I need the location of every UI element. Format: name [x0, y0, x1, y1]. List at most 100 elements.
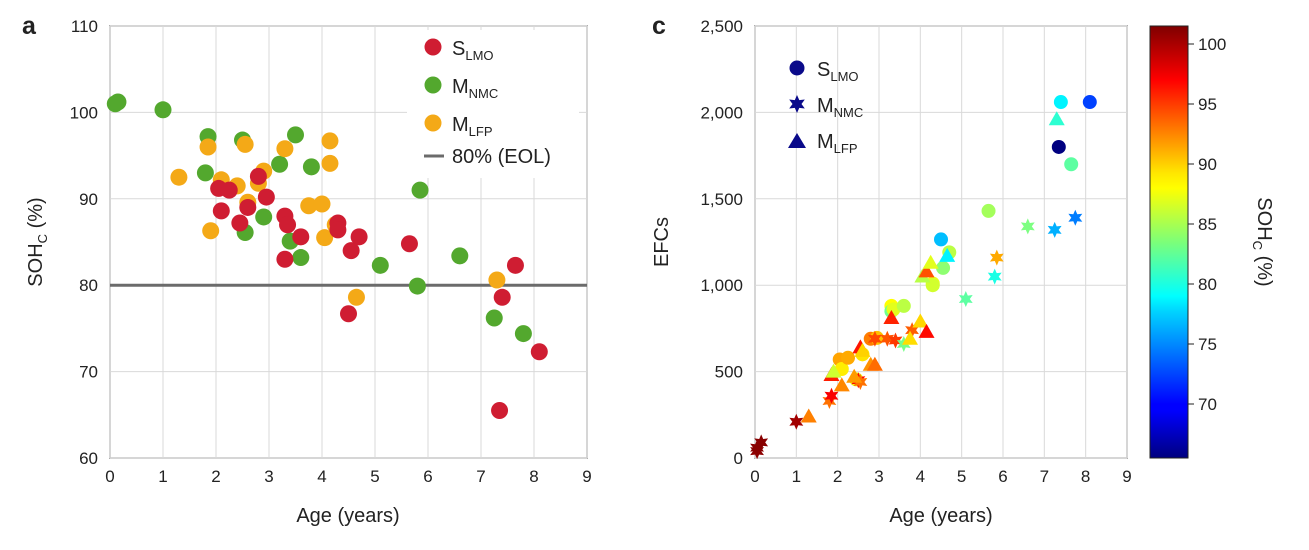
- data-point-slmo: [329, 221, 347, 239]
- colorbar-tick-label: 100: [1198, 35, 1226, 54]
- data-point-mnmc: [287, 126, 304, 144]
- x-tick-label: 5: [370, 467, 379, 486]
- panel-a-y-ticks: 60 70 80 90 100 110: [70, 17, 98, 468]
- panel-a-y-axis-label-sub: C: [35, 234, 50, 243]
- legend-label-slmo: SLMO: [452, 38, 494, 63]
- data-point-mnmc: [154, 101, 172, 119]
- panel-a-y-axis-label-main: SOH: [25, 243, 47, 286]
- panel-a-legend: SLMO MNMC MLFP 80% (EOL): [407, 30, 579, 178]
- panel-c-x-axis-label: Age (years): [889, 505, 992, 527]
- data-point-slmo: [1051, 139, 1066, 154]
- data-point-slmo: [239, 198, 257, 216]
- data-point-mnmc: [867, 330, 882, 347]
- data-point-mnmc: [989, 249, 1004, 266]
- data-point-mnmc: [514, 325, 532, 343]
- colorbar-label: SOHC (%): [1250, 197, 1275, 286]
- data-point-mnmc: [292, 249, 310, 267]
- data-point-slmo: [212, 202, 230, 220]
- legend-star-shape: [789, 95, 805, 113]
- data-point-mlfp: [202, 222, 220, 240]
- data-point-mlfp: [199, 138, 217, 156]
- data-point-mlfp: [939, 247, 956, 262]
- x-tick-label: 8: [1081, 467, 1090, 486]
- colorbar-label-unit: (%): [1253, 250, 1275, 287]
- data-point-mlfp: [912, 313, 929, 328]
- colorbar-tick-label: 85: [1198, 215, 1217, 234]
- data-point-mnmc: [888, 332, 903, 349]
- y-tick-label: 2,000: [700, 103, 743, 122]
- data-point-slmo: [981, 203, 996, 218]
- data-point-mlfp: [321, 154, 339, 172]
- data-point-mlfp: [170, 168, 188, 186]
- x-tick-label: 3: [874, 467, 883, 486]
- data-point-slmo: [276, 250, 294, 268]
- panel-c-y-axis-label: EFCs: [651, 217, 673, 267]
- colorbar-tick-label: 90: [1198, 155, 1217, 174]
- data-point-mlfp: [276, 140, 294, 158]
- data-point-slmo: [493, 288, 511, 306]
- data-point-mlfp: [300, 197, 318, 215]
- data-point-mlfp: [922, 254, 939, 269]
- legend-marker-mnmc-star: [789, 95, 805, 113]
- data-point-slmo: [342, 242, 360, 260]
- panel-c-points: [750, 95, 1097, 460]
- data-point-slmo: [1064, 157, 1079, 172]
- panel-a-x-ticks: 0 1 2 3 4 5 6 7 8 9: [105, 467, 591, 486]
- x-tick-label: 2: [211, 467, 220, 486]
- x-tick-label: 9: [582, 467, 591, 486]
- data-point-mlfp: [902, 330, 918, 345]
- colorbar-label-main: SOH: [1253, 197, 1275, 240]
- data-point-mnmc: [485, 309, 503, 327]
- panel-label-a: a: [22, 12, 37, 40]
- panel-c-scatter: c 0 1 2 3 4 5 6 7 8 9 0 500 1,000 1,500 2,000 2,500 Ag…: [651, 12, 1275, 527]
- data-point-slmo: [936, 260, 951, 275]
- legend-label-slmo-c: SLMO: [817, 59, 859, 84]
- data-point-slmo: [350, 228, 368, 246]
- x-tick-label: 1: [158, 467, 167, 486]
- colorbar-tick-label: 95: [1198, 95, 1217, 114]
- x-tick-label: 8: [529, 467, 538, 486]
- panel-c-legend: SLMO MNMC MLFP: [788, 59, 863, 156]
- legend-marker-slmo-circle: [789, 60, 805, 76]
- colorbar-ticks: 70 75 80 85 90 95 100: [1188, 35, 1226, 414]
- data-point-mnmc: [880, 330, 895, 347]
- data-point-slmo: [249, 167, 267, 185]
- data-point-mnmc: [302, 158, 320, 176]
- data-point-mnmc: [789, 413, 804, 430]
- data-point-slmo: [292, 228, 310, 246]
- data-point-slmo: [220, 181, 238, 199]
- y-tick-label: 2,500: [700, 17, 743, 36]
- colorbar-tick-label: 80: [1198, 275, 1217, 294]
- legend-label-mnmc-c: MNMC: [817, 95, 863, 120]
- panel-a-y-axis-label: SOHC (%): [25, 197, 50, 286]
- data-point-mlfp: [800, 408, 817, 423]
- legend-marker-slmo: [424, 38, 442, 56]
- y-tick-label: 60: [79, 449, 98, 468]
- data-point-slmo: [1082, 95, 1097, 110]
- colorbar-gradient: [1149, 25, 1189, 459]
- colorbar-tick-label: 75: [1198, 335, 1217, 354]
- data-point-mnmc: [1047, 221, 1062, 238]
- data-point-mnmc: [987, 268, 1002, 285]
- data-point-mnmc: [109, 93, 127, 111]
- y-tick-label: 1,000: [700, 276, 743, 295]
- data-point-mlfp: [321, 132, 339, 150]
- y-tick-label: 90: [79, 190, 98, 209]
- data-point-mnmc: [905, 322, 919, 339]
- panel-a-y-axis-label-unit: (%): [25, 197, 47, 234]
- x-tick-label: 6: [423, 467, 432, 486]
- data-point-mlfp: [866, 356, 883, 371]
- x-tick-label: 7: [1040, 467, 1049, 486]
- data-point-mlfp: [918, 263, 935, 278]
- legend-marker-mnmc: [424, 76, 442, 94]
- y-tick-label: 1,500: [700, 190, 743, 209]
- data-point-slmo: [491, 401, 509, 419]
- y-tick-label: 100: [70, 103, 98, 122]
- data-point-mlfp: [883, 310, 900, 325]
- data-point-slmo: [340, 305, 357, 323]
- data-point-mlfp: [316, 229, 334, 247]
- y-tick-label: 70: [79, 363, 98, 382]
- y-tick-label: 110: [71, 17, 98, 36]
